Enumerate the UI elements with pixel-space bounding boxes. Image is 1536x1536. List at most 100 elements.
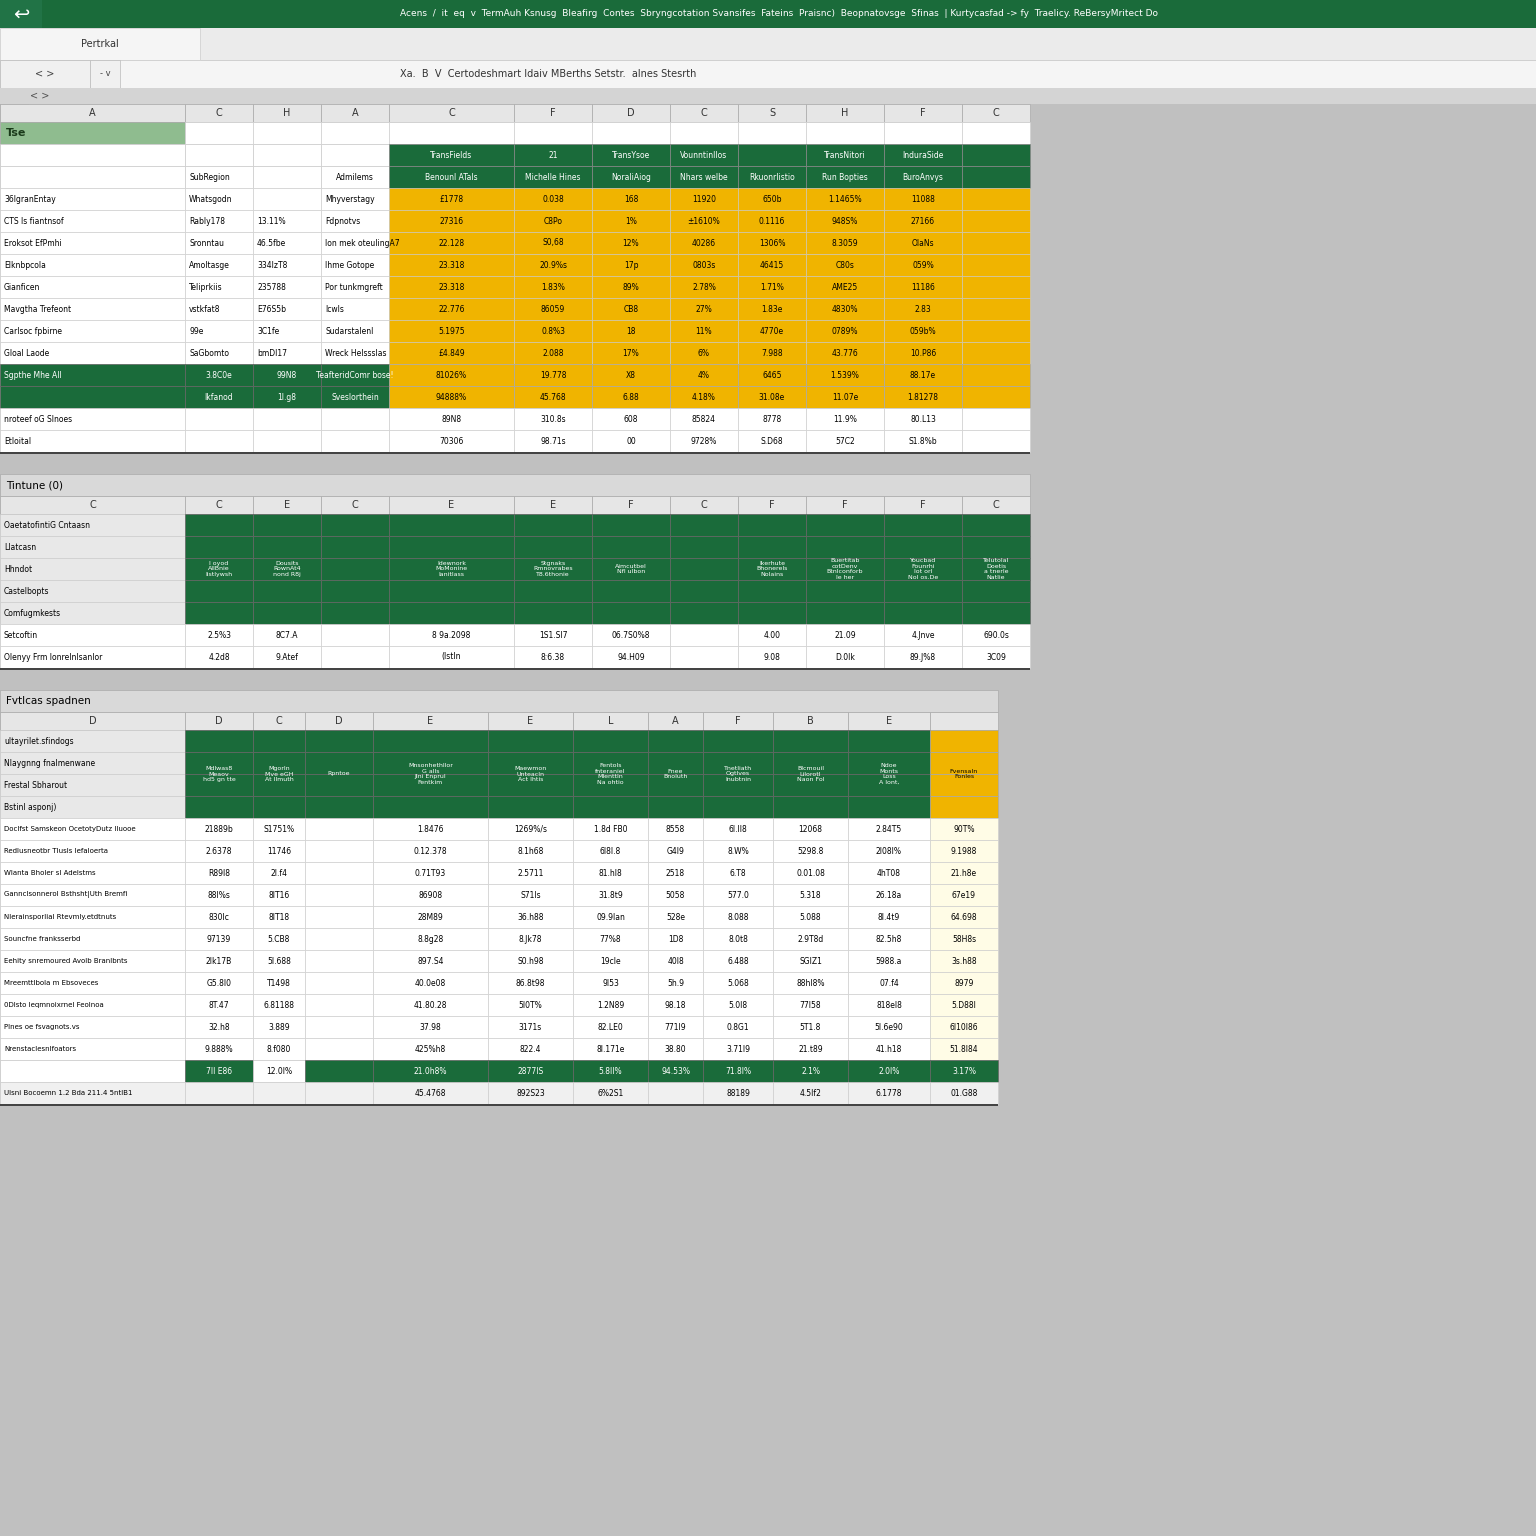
- Text: Maewmon
Unteacln
Act lhtis: Maewmon Unteacln Act lhtis: [515, 766, 547, 782]
- Bar: [0, 994, 184, 1015]
- Bar: [488, 885, 573, 906]
- Bar: [773, 1038, 848, 1060]
- Bar: [253, 276, 321, 298]
- Bar: [929, 906, 998, 928]
- Text: 3C09: 3C09: [986, 653, 1006, 662]
- Bar: [184, 1038, 253, 1060]
- Bar: [389, 496, 515, 515]
- Text: Benounl ATals: Benounl ATals: [425, 172, 478, 181]
- Bar: [184, 885, 253, 906]
- Bar: [389, 187, 515, 210]
- Bar: [253, 558, 321, 581]
- Bar: [0, 0, 41, 28]
- Bar: [703, 885, 773, 906]
- Text: 21.0h8%: 21.0h8%: [413, 1066, 447, 1075]
- Bar: [591, 276, 670, 298]
- Bar: [253, 536, 321, 558]
- Text: OlaNs: OlaNs: [912, 238, 934, 247]
- Text: Dousits
RownAt4
nond R8j: Dousits RownAt4 nond R8j: [273, 561, 301, 578]
- Bar: [670, 121, 737, 144]
- Text: CTS ls fiantnsof: CTS ls fiantnsof: [5, 217, 63, 226]
- Bar: [648, 862, 703, 885]
- Text: 18: 18: [627, 327, 636, 335]
- Text: Stgnaks
Rmnovrabes
T8.6thonie: Stgnaks Rmnovrabes T8.6thonie: [533, 561, 573, 578]
- Text: 97139: 97139: [207, 934, 230, 943]
- Bar: [515, 232, 591, 253]
- Bar: [737, 515, 806, 536]
- Text: 8T.47: 8T.47: [209, 1000, 229, 1009]
- Text: 5l.6e90: 5l.6e90: [874, 1023, 903, 1032]
- Bar: [0, 1081, 184, 1104]
- Bar: [848, 862, 929, 885]
- Bar: [321, 364, 389, 386]
- Bar: [515, 496, 591, 515]
- Bar: [0, 409, 184, 430]
- Bar: [515, 104, 591, 121]
- Text: 11186: 11186: [911, 283, 935, 292]
- Text: D: D: [335, 716, 343, 727]
- Bar: [885, 276, 962, 298]
- Bar: [488, 1081, 573, 1104]
- Bar: [929, 994, 998, 1015]
- Bar: [885, 253, 962, 276]
- Bar: [737, 409, 806, 430]
- Text: 81026%: 81026%: [436, 370, 467, 379]
- Text: 40286: 40286: [691, 238, 716, 247]
- Text: 77l58: 77l58: [800, 1000, 822, 1009]
- Bar: [848, 753, 929, 774]
- Text: 1.539%: 1.539%: [831, 370, 860, 379]
- Bar: [184, 144, 253, 166]
- Text: 27316: 27316: [439, 217, 464, 226]
- Bar: [591, 232, 670, 253]
- Text: F: F: [550, 108, 556, 118]
- Bar: [184, 276, 253, 298]
- Bar: [253, 1081, 306, 1104]
- Bar: [885, 319, 962, 343]
- Bar: [885, 496, 962, 515]
- Text: 4%: 4%: [697, 370, 710, 379]
- Bar: [670, 496, 737, 515]
- Bar: [515, 647, 591, 668]
- Text: Admilems: Admilems: [336, 172, 373, 181]
- Text: Rably178: Rably178: [189, 217, 224, 226]
- Text: Acens  /  it  eq  v  TermAuh Ksnusg  Bleafirg  Contes  Sbryngcotation Svansifes : Acens / it eq v TermAuh Ksnusg Bleafirg …: [399, 9, 1158, 18]
- Text: < >: < >: [35, 69, 55, 78]
- Bar: [373, 730, 488, 753]
- Text: S.D68: S.D68: [760, 436, 783, 445]
- Text: 6.488: 6.488: [727, 957, 750, 966]
- Bar: [184, 298, 253, 319]
- Text: AME25: AME25: [833, 283, 859, 292]
- Bar: [253, 430, 321, 452]
- Bar: [773, 774, 848, 796]
- Bar: [488, 713, 573, 730]
- Bar: [962, 253, 1031, 276]
- Text: 82.LE0: 82.LE0: [598, 1023, 624, 1032]
- Text: 2.088: 2.088: [542, 349, 564, 358]
- Text: Souncfne franksserbd: Souncfne franksserbd: [5, 935, 80, 942]
- Bar: [184, 515, 253, 536]
- Bar: [306, 819, 373, 840]
- Bar: [929, 840, 998, 862]
- Bar: [0, 668, 1031, 670]
- Text: 94.H09: 94.H09: [617, 653, 645, 662]
- Bar: [0, 104, 184, 121]
- Text: 6.88: 6.88: [622, 393, 639, 401]
- Bar: [962, 319, 1031, 343]
- Bar: [885, 144, 962, 166]
- Bar: [591, 581, 670, 602]
- Bar: [373, 1081, 488, 1104]
- Bar: [373, 928, 488, 949]
- Bar: [885, 166, 962, 187]
- Bar: [253, 581, 321, 602]
- Bar: [306, 928, 373, 949]
- Bar: [848, 1081, 929, 1104]
- Bar: [670, 187, 737, 210]
- Bar: [962, 624, 1031, 647]
- Text: 4770e: 4770e: [760, 327, 783, 335]
- Bar: [848, 774, 929, 796]
- Text: Mdlwas8
Meaov
hd5 gn tte: Mdlwas8 Meaov hd5 gn tte: [203, 766, 235, 782]
- Bar: [848, 928, 929, 949]
- Bar: [573, 928, 648, 949]
- Text: A: A: [89, 108, 95, 118]
- Bar: [321, 409, 389, 430]
